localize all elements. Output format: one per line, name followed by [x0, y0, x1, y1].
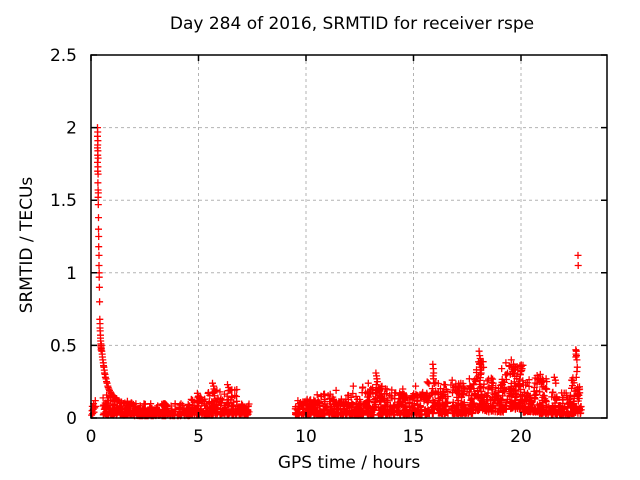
x-axis-label: GPS time / hours [277, 453, 421, 473]
grid-lines [91, 55, 607, 418]
y-tick-label: 2.5 [50, 46, 77, 66]
x-tick-label: 15 [403, 427, 425, 447]
x-tick-label: 10 [295, 427, 317, 447]
y-tick-label: 0 [66, 409, 77, 429]
x-tick-label: 5 [193, 427, 204, 447]
y-tick-label: 2 [66, 119, 77, 139]
y-tick-label: 1 [66, 264, 77, 284]
data-points-series [88, 124, 585, 420]
x-tick-label: 0 [86, 427, 97, 447]
y-tick-label: 0.5 [50, 336, 77, 356]
chart-title: Day 284 of 2016, SRMTID for receiver rsp… [169, 14, 535, 34]
axis-ticks [90, 54, 607, 419]
y-tick-label: 1.5 [50, 191, 77, 211]
plot-border [90, 54, 608, 419]
x-tick-label: 20 [510, 427, 532, 447]
